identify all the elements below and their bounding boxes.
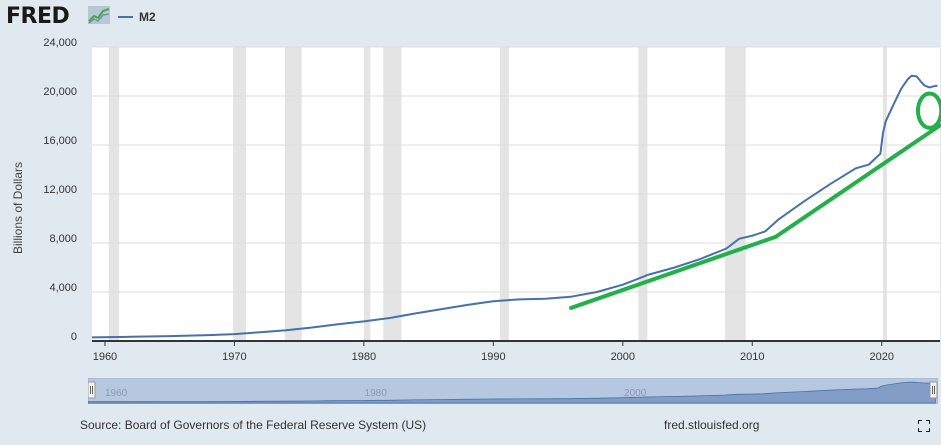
- x-tick-label: 1990: [481, 351, 505, 360]
- grid: [92, 46, 940, 293]
- navigator-tick-label: 1960: [105, 388, 128, 399]
- header: FRED M2: [0, 0, 941, 36]
- x-tick-label: 2020: [869, 351, 893, 360]
- navigator-tick-label: 2020: [884, 388, 907, 399]
- annotation-trend-line: [773, 123, 941, 239]
- navigator-tick-label: 2000: [624, 388, 647, 399]
- y-axis-title: Billions of Dollars: [11, 162, 25, 254]
- y-tick-label: 8,000: [49, 233, 77, 245]
- navigator-right-handle[interactable]: [929, 381, 938, 399]
- y-tick-label: 24,000: [43, 37, 77, 49]
- range-navigator[interactable]: 1960 1980 2000 2020: [88, 378, 938, 404]
- legend-swatch-m2: [118, 16, 133, 18]
- chart: Billions of Dollars 0 4,000 8,000 12,000 16,…: [11, 37, 941, 360]
- fred-url-link[interactable]: fred.stlouisfed.org: [664, 418, 760, 432]
- x-axis-ticks: 1960 1970 1980 1990 2000 2010 2020: [93, 341, 894, 360]
- fullscreen-icon[interactable]: [918, 420, 930, 432]
- navigator-series-area: [88, 381, 936, 404]
- navigator-ticks: 1960 1980 2000 2020: [105, 388, 906, 399]
- annotations: [569, 91, 941, 310]
- x-tick-label: 1970: [222, 351, 246, 360]
- y-tick-label: 16,000: [43, 135, 77, 147]
- annotation-trend-line: [569, 234, 778, 310]
- y-tick-label: 12,000: [43, 184, 77, 196]
- mini-chart-icon: [88, 6, 110, 24]
- x-tick-label: 2010: [740, 351, 764, 360]
- y-tick-label: 20,000: [43, 86, 77, 98]
- y-tick-label: 4,000: [49, 282, 77, 294]
- source-text: Source: Board of Governors of the Federa…: [80, 418, 427, 432]
- navigator-tick-label: 1980: [365, 388, 388, 399]
- fred-logo[interactable]: FRED: [6, 4, 70, 29]
- navigator-left-handle[interactable]: [88, 381, 96, 399]
- legend: M2: [118, 10, 156, 24]
- x-tick-label: 1960: [93, 351, 117, 360]
- series-line-m2[interactable]: [91, 74, 938, 339]
- annotation-circle: [915, 91, 941, 130]
- x-tick-label: 1980: [352, 351, 376, 360]
- y-axis-ticks: 0 4,000 8,000 12,000 16,000 20,000 24,000: [43, 37, 77, 343]
- y-tick-label: 0: [71, 331, 77, 343]
- legend-label-m2[interactable]: M2: [139, 10, 156, 24]
- series-layer: [91, 74, 938, 339]
- x-tick-label: 2000: [611, 351, 635, 360]
